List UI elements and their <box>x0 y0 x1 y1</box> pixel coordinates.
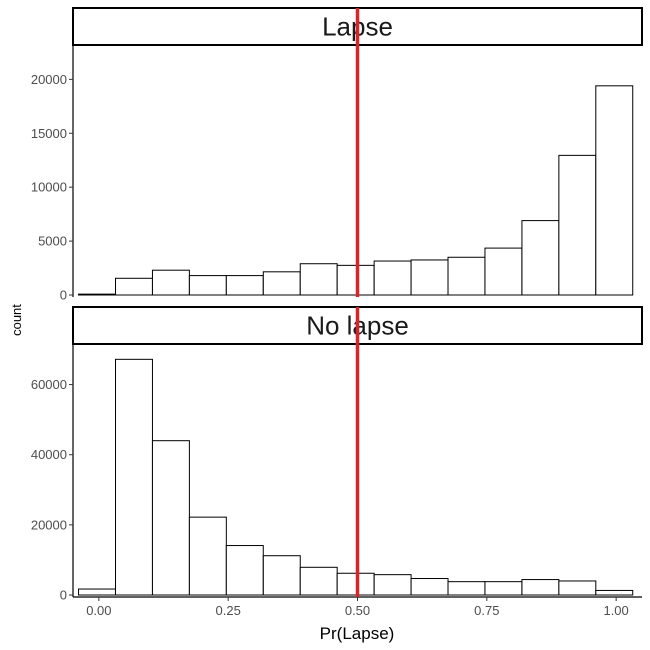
histogram-bar <box>595 589 634 596</box>
histogram-bar <box>484 247 523 296</box>
y-tick-label: 5000 <box>38 234 67 249</box>
histogram-bar <box>373 260 412 296</box>
histogram-bar <box>188 516 227 596</box>
x-tick-label: 1.00 <box>603 603 628 618</box>
y-axis-title: count <box>9 304 24 336</box>
histogram-bar <box>447 256 486 296</box>
histogram-bar <box>521 579 560 596</box>
histogram-bar <box>115 358 153 596</box>
y-tick-label: 40000 <box>31 447 67 462</box>
histogram-bar <box>595 85 634 296</box>
histogram-bar <box>225 545 264 596</box>
histogram-bar <box>336 572 375 596</box>
histogram-bar <box>299 566 338 596</box>
histogram-bar <box>225 275 264 296</box>
y-tick-label: 15000 <box>31 126 67 141</box>
histogram-bar <box>262 555 301 596</box>
x-tick-label: 0.75 <box>474 603 499 618</box>
histogram-bar <box>78 588 116 596</box>
histogram-bar <box>373 574 412 596</box>
y-tick-label: 20000 <box>31 72 67 87</box>
histogram-bar <box>299 263 338 296</box>
histogram-bar <box>558 580 597 596</box>
histogram-bar <box>151 269 190 296</box>
y-tick-label: 10000 <box>31 180 67 195</box>
histogram-bar <box>188 275 227 296</box>
x-axis-title: Pr(Lapse) <box>320 624 395 643</box>
histogram-bar <box>447 581 486 596</box>
y-tick-label: 0 <box>60 288 67 303</box>
x-tick-label: 0.00 <box>86 603 111 618</box>
histogram-bar <box>484 581 523 596</box>
y-tick-label: 20000 <box>31 517 67 532</box>
histogram-bar <box>78 293 116 296</box>
histogram-bar <box>262 271 301 296</box>
histogram-bar <box>115 277 153 296</box>
histogram-bar <box>410 259 449 296</box>
histogram-bar <box>558 154 597 296</box>
histogram-bar <box>410 578 449 596</box>
histogram-bar <box>521 220 560 296</box>
histogram-bar <box>336 264 375 296</box>
x-tick-label: 0.50 <box>345 603 370 618</box>
y-tick-label: 0 <box>60 588 67 603</box>
histogram-bar <box>151 440 190 596</box>
y-tick-label: 60000 <box>31 377 67 392</box>
x-tick-label: 0.25 <box>216 603 241 618</box>
